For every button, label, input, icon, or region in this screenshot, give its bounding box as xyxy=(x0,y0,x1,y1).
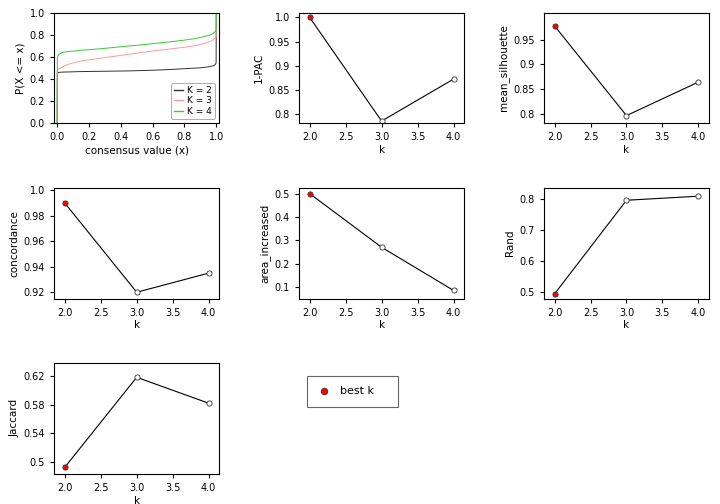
X-axis label: k: k xyxy=(134,321,140,331)
X-axis label: k: k xyxy=(379,321,384,331)
Y-axis label: Rand: Rand xyxy=(505,230,516,257)
Point xyxy=(376,243,387,251)
Point xyxy=(621,111,632,119)
Point xyxy=(549,22,560,30)
Point xyxy=(131,373,143,382)
Y-axis label: concordance: concordance xyxy=(9,210,19,277)
X-axis label: k: k xyxy=(134,495,140,504)
Point xyxy=(693,192,704,200)
X-axis label: k: k xyxy=(624,145,629,155)
Y-axis label: 1-PAC: 1-PAC xyxy=(254,53,264,83)
Text: best k: best k xyxy=(341,386,374,396)
X-axis label: k: k xyxy=(379,145,384,155)
Y-axis label: area_increased: area_increased xyxy=(259,204,270,283)
Point xyxy=(549,290,560,298)
Point xyxy=(304,190,315,198)
Y-axis label: Jaccard: Jaccard xyxy=(9,399,19,437)
Point xyxy=(59,199,71,207)
Point xyxy=(131,288,143,296)
Point xyxy=(59,463,71,471)
Point xyxy=(448,75,459,83)
Point xyxy=(203,269,215,277)
Y-axis label: mean_silhouette: mean_silhouette xyxy=(498,25,509,111)
Point xyxy=(376,117,387,125)
Point xyxy=(693,78,704,86)
Legend: K = 2, K = 3, K = 4: K = 2, K = 3, K = 4 xyxy=(171,83,215,119)
X-axis label: consensus value (x): consensus value (x) xyxy=(85,145,189,155)
FancyBboxPatch shape xyxy=(307,376,398,407)
Point xyxy=(448,286,459,294)
Y-axis label: P(X <= x): P(X <= x) xyxy=(15,42,25,94)
Point xyxy=(203,399,215,407)
Point xyxy=(304,14,315,22)
Point xyxy=(621,196,632,204)
Point xyxy=(318,387,330,395)
X-axis label: k: k xyxy=(624,321,629,331)
